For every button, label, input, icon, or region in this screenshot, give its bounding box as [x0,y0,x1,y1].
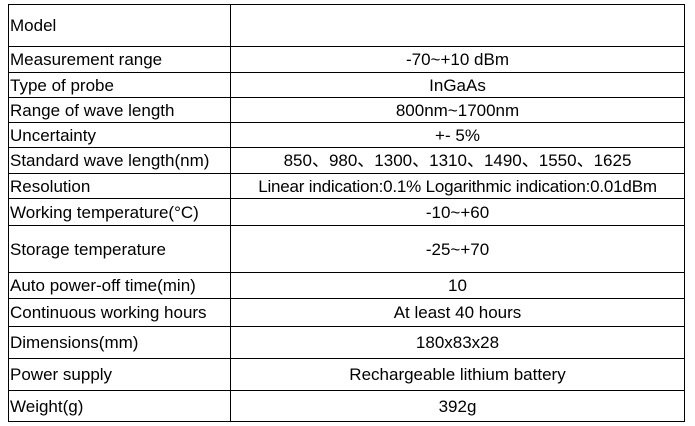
spec-label: Resolution [8,173,231,199]
table-row: Working temperature(°C) -10~+60 [8,198,685,226]
table-row: Weight(g) 392g [8,390,685,422]
table-row: Model [8,4,685,47]
spec-label: Power supply [8,358,231,391]
spec-value: 180x83x28 [230,326,685,359]
spec-label: Storage temperature [8,225,231,273]
spec-value: 800nm~1700nm [230,97,685,123]
spec-value: 850、980、1300、1310、1490、1550、1625 [230,147,685,174]
spec-value: Rechargeable lithium battery [230,358,685,391]
spec-label: Auto power-off time(min) [8,272,231,299]
spec-label: Measurement range [8,46,231,73]
spec-table: Model Measurement range -70~+10 dBm Type of… [8,4,685,422]
table-row: Standard wave length(nm) 850、980、1300、131… [8,147,685,174]
table-row: Uncertainty +- 5% [8,122,685,148]
spec-value: -25~+70 [230,225,685,273]
empty-cell [230,4,685,47]
spec-label: Uncertainty [8,122,231,148]
spec-value: 10 [230,272,685,299]
spec-label: Working temperature(°C) [8,198,231,226]
spec-label: Continuous working hours [8,298,231,327]
spec-value: InGaAs [230,72,685,98]
spec-value: At least 40 hours [230,298,685,327]
spec-label: Range of wave length [8,97,231,123]
spec-value: Linear indication:0.1% Logarithmic indic… [230,173,685,199]
spec-label: Model [8,4,231,47]
table-row: Storage temperature -25~+70 [8,225,685,273]
spec-value: -10~+60 [230,198,685,226]
table-row: Type of probe InGaAs [8,72,685,98]
spec-value: 392g [230,390,685,422]
spec-label: Standard wave length(nm) [8,147,231,174]
table-row: Dimensions(mm) 180x83x28 [8,326,685,359]
table-row: Auto power-off time(min) 10 [8,272,685,299]
spec-value: -70~+10 dBm [230,46,685,73]
table-row: Power supply Rechargeable lithium battery [8,358,685,391]
table-row: Continuous working hours At least 40 hour… [8,298,685,327]
table-row: Resolution Linear indication:0.1% Logarit… [8,173,685,199]
spec-value: +- 5% [230,122,685,148]
spec-label: Weight(g) [8,390,231,422]
spec-label: Dimensions(mm) [8,326,231,359]
table-row: Measurement range -70~+10 dBm [8,46,685,73]
table-row: Range of wave length 800nm~1700nm [8,97,685,123]
spec-label: Type of probe [8,72,231,98]
